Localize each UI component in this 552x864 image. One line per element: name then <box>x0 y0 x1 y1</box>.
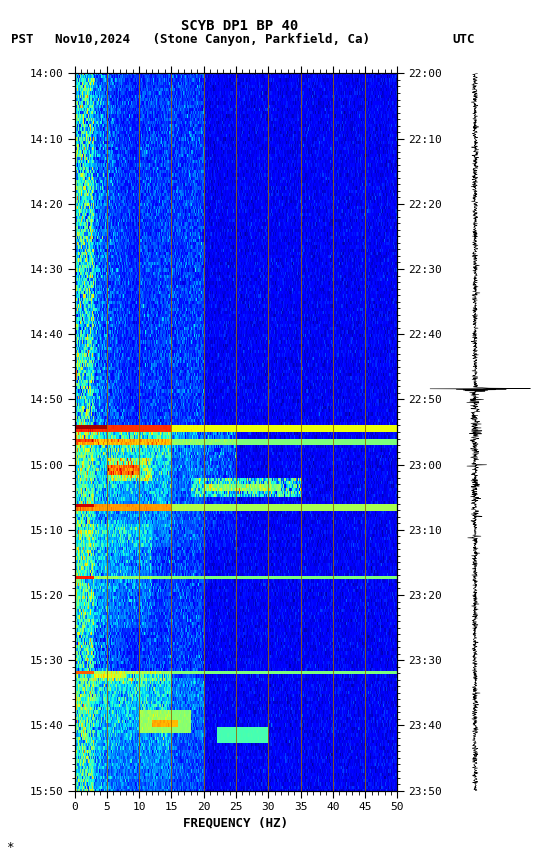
Text: SCYB DP1 BP 40: SCYB DP1 BP 40 <box>182 19 299 33</box>
Text: *: * <box>6 841 13 854</box>
Text: Nov10,2024   (Stone Canyon, Parkfield, Ca): Nov10,2024 (Stone Canyon, Parkfield, Ca) <box>55 33 370 46</box>
Text: UTC: UTC <box>453 33 475 46</box>
X-axis label: FREQUENCY (HZ): FREQUENCY (HZ) <box>183 816 289 829</box>
Text: PST: PST <box>11 33 34 46</box>
